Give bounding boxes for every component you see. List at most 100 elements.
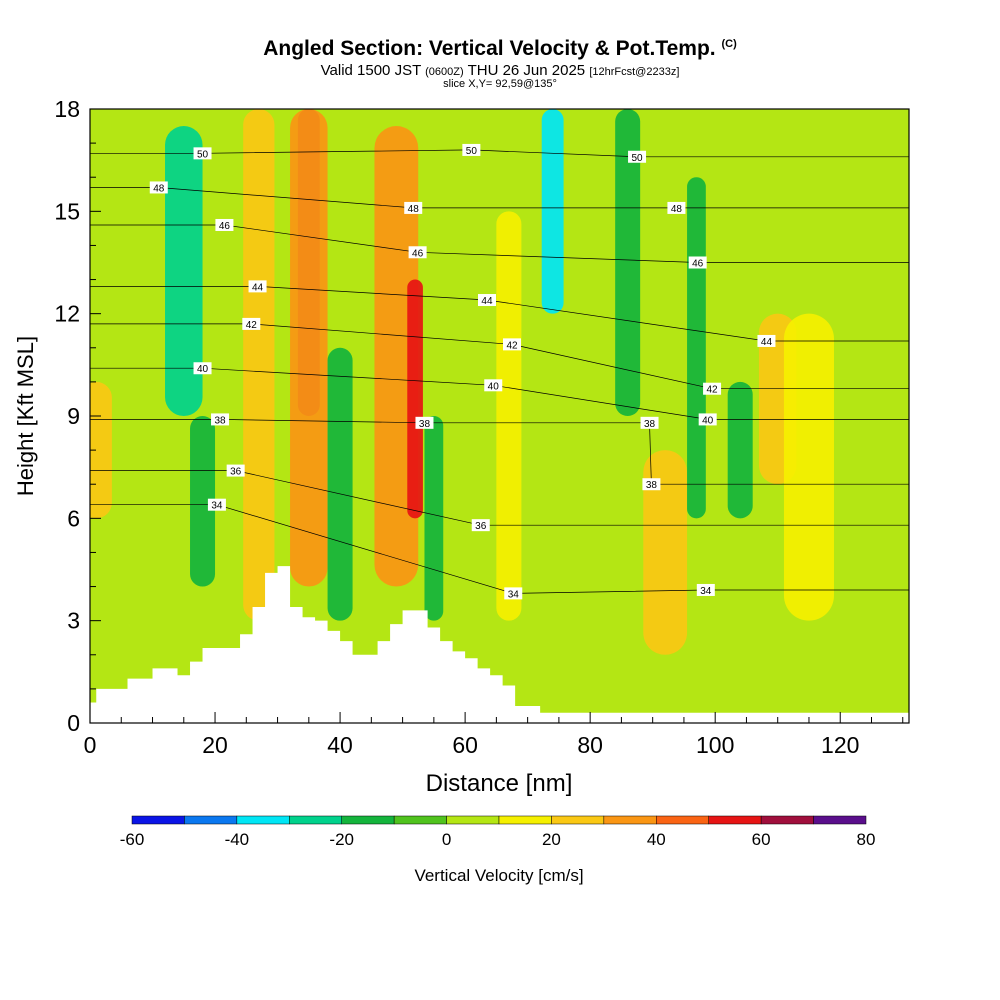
colorbar-tick-label: -60 bbox=[120, 830, 145, 849]
contour-label: 42 bbox=[707, 385, 719, 396]
y-tick-label: 0 bbox=[67, 710, 80, 736]
y-tick-label: 6 bbox=[67, 505, 80, 531]
contour-label-box bbox=[211, 413, 230, 426]
contour-label-box bbox=[640, 416, 659, 429]
contour-label: 50 bbox=[631, 153, 643, 164]
contour-label-box bbox=[193, 362, 212, 375]
colorbar-swatch bbox=[498, 815, 552, 825]
contour-label-box bbox=[667, 201, 686, 214]
contour-label-box bbox=[484, 379, 503, 392]
contour-label-box bbox=[642, 478, 661, 491]
contour-label: 50 bbox=[197, 149, 209, 160]
colorbar-swatch bbox=[446, 815, 500, 825]
contour-label-box bbox=[471, 519, 490, 532]
colorbar-tick-label: -20 bbox=[329, 830, 354, 849]
colorbar-swatch bbox=[131, 815, 185, 825]
colorbar-swatch bbox=[184, 815, 238, 825]
contour-label: 50 bbox=[466, 146, 478, 157]
contour-label-box bbox=[462, 143, 481, 156]
contour-label-box bbox=[628, 150, 647, 163]
isentrope-line bbox=[90, 419, 909, 485]
theta-contour-labels: 50 48 46 44 42 40 38 36 34 50 48 46 44 42 40 38 36 34 50 48… bbox=[149, 143, 776, 600]
contour-label: 48 bbox=[408, 204, 420, 215]
chart-title: Angled Section: Vertical Velocity & Pot.… bbox=[0, 37, 1000, 61]
valid-date: THU 26 Jun 2025 bbox=[467, 62, 586, 79]
colorbar-tick-label: -40 bbox=[225, 830, 250, 849]
colorbar-label: Vertical Velocity [cm/s] bbox=[414, 866, 583, 885]
chart-title-text: Angled Section: Vertical Velocity & Pot.… bbox=[263, 37, 716, 60]
velocity-cell bbox=[290, 109, 328, 587]
forecast-info: [12hrFcst@2233z] bbox=[589, 66, 680, 78]
contour-label: 38 bbox=[644, 419, 656, 430]
contour-label: 48 bbox=[153, 183, 165, 194]
colorbar-tick-label: 0 bbox=[442, 830, 451, 849]
valid-prefix: Valid 1500 JST bbox=[320, 62, 421, 79]
contour-label: 38 bbox=[419, 419, 431, 430]
contour-label-box bbox=[404, 201, 423, 214]
velocity-cell bbox=[643, 450, 688, 655]
contour-label-box bbox=[415, 416, 434, 429]
contour-label-box bbox=[242, 317, 261, 330]
velocity-cell bbox=[190, 416, 216, 587]
y-tick-label: 12 bbox=[54, 301, 80, 327]
contour-label: 40 bbox=[488, 381, 500, 392]
contour-label: 46 bbox=[692, 259, 704, 270]
contour-label: 40 bbox=[702, 415, 714, 426]
contour-label: 42 bbox=[506, 340, 518, 351]
contour-label: 46 bbox=[219, 221, 231, 232]
colorbar-swatch bbox=[341, 815, 395, 825]
contour-label-box bbox=[226, 464, 245, 477]
velocity-cell bbox=[243, 109, 275, 621]
contour-label: 40 bbox=[197, 364, 209, 375]
contour-label: 44 bbox=[481, 296, 493, 307]
y-tick-label: 9 bbox=[67, 403, 80, 429]
contour-label-box bbox=[503, 338, 522, 351]
contour-label: 34 bbox=[700, 586, 712, 597]
contour-label-box bbox=[698, 413, 717, 426]
contour-label: 34 bbox=[508, 589, 520, 600]
isentrope-line bbox=[90, 470, 909, 526]
x-tick-label: 40 bbox=[327, 732, 353, 758]
colorbar-swatch bbox=[393, 815, 447, 825]
colorbar: -60 -40 -20 0 20 40 60 80 bbox=[120, 815, 876, 849]
chart-subtitle: Valid 1500 JST (0600Z) THU 26 Jun 2025 [… bbox=[0, 62, 1000, 79]
colorbar-swatch bbox=[813, 815, 867, 825]
x-tick-label: 60 bbox=[452, 732, 478, 758]
velocity-cell bbox=[615, 109, 641, 416]
velocity-cell bbox=[165, 126, 203, 417]
contour-label-box bbox=[215, 218, 234, 231]
x-tick-label: 120 bbox=[821, 732, 859, 758]
contour-label-box bbox=[696, 583, 715, 596]
contour-label: 46 bbox=[412, 248, 424, 259]
contour-label-box bbox=[149, 181, 168, 194]
x-axis-label: Distance [nm] bbox=[426, 770, 573, 797]
contour-label: 44 bbox=[252, 282, 264, 293]
colorbar-swatch bbox=[603, 815, 657, 825]
y-axis: 0 3 6 9 12 15 18 bbox=[54, 96, 101, 736]
colorbar-swatch bbox=[551, 815, 605, 825]
valid-zulu: (0600Z) bbox=[425, 66, 464, 78]
y-tick-label: 3 bbox=[67, 608, 80, 634]
x-tick-label: 20 bbox=[202, 732, 228, 758]
velocity-cell bbox=[90, 381, 112, 519]
terrain-mask bbox=[90, 566, 909, 723]
contour-label-box bbox=[207, 498, 226, 511]
y-tick-label: 15 bbox=[54, 198, 80, 224]
contour-label: 38 bbox=[214, 415, 226, 426]
contour-label-box bbox=[477, 294, 496, 307]
velocity-cell bbox=[687, 177, 706, 519]
x-axis: 0 20 40 60 80 100 120 bbox=[84, 712, 904, 758]
contour-label: 44 bbox=[761, 337, 773, 348]
chart-title-mark: (C) bbox=[721, 38, 737, 50]
x-tick-label: 0 bbox=[84, 732, 97, 758]
contour-label: 36 bbox=[230, 467, 242, 478]
colorbar-tick-label: 80 bbox=[857, 830, 876, 849]
slice-info: slice X,Y= 92,59@135° bbox=[443, 78, 557, 90]
contour-label-box bbox=[757, 334, 776, 347]
velocity-cell bbox=[783, 313, 834, 621]
colorbar-swatch bbox=[236, 815, 290, 825]
contour-label-box bbox=[688, 256, 707, 269]
contour-label-box bbox=[504, 587, 523, 600]
contour-label-box bbox=[703, 382, 722, 395]
